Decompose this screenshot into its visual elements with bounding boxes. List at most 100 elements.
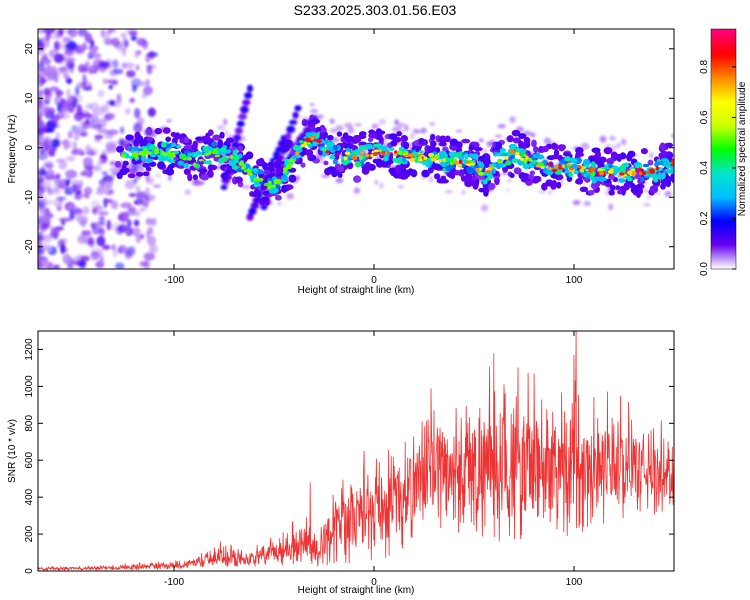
noise-blob: [608, 203, 614, 211]
ridge-blob: [533, 175, 540, 183]
noise-blob: [100, 30, 111, 40]
ridge-blob: [411, 158, 416, 161]
ridge-blob: [183, 168, 191, 176]
colorbar-band: [711, 261, 736, 264]
colorbar-band: [711, 127, 736, 130]
streak-blob: [246, 84, 254, 93]
ridge-blob: [527, 174, 535, 180]
noise-blob: [38, 152, 49, 161]
colorbar-band: [711, 191, 736, 194]
colorbar-band: [711, 203, 736, 206]
noise-blob: [329, 118, 335, 124]
ridge-blob: [187, 152, 193, 157]
noise-blob: [67, 130, 73, 139]
ridge-blob: [454, 160, 459, 165]
ridge-blob: [417, 158, 423, 162]
colorbar-tick-label: 0.8: [699, 60, 710, 74]
ridge-blob: [574, 179, 583, 185]
ridge-blob: [588, 189, 595, 196]
ridge-blob: [634, 164, 643, 169]
ridge-blob: [579, 186, 589, 193]
noise-blob: [110, 200, 119, 210]
ridge-blob: [638, 171, 643, 176]
noise-blob: [65, 169, 78, 179]
colorbar-band: [711, 255, 736, 258]
noise-blob: [53, 264, 60, 269]
colorbar-band: [711, 93, 736, 96]
noise-blob: [70, 149, 80, 156]
ridge-blob: [418, 150, 424, 154]
streak-blob: [234, 127, 243, 135]
noise-blob: [286, 192, 295, 200]
ridge-blob: [365, 153, 370, 158]
ridge-blob: [128, 155, 134, 160]
ridge-blob: [506, 135, 514, 143]
colorbar-band: [711, 79, 736, 82]
colorbar-band: [711, 185, 736, 188]
colorbar-band: [711, 87, 736, 90]
noise-blob: [91, 207, 98, 215]
ridge-blob: [352, 151, 359, 157]
colorbar-band: [711, 61, 736, 64]
ridge-blob: [487, 182, 496, 190]
y-tick-label: 0: [24, 145, 35, 151]
noise-blob: [335, 178, 344, 184]
noise-blob: [50, 226, 60, 237]
colorbar-band: [711, 139, 736, 142]
noise-blob: [84, 144, 92, 155]
ridge-blob: [168, 153, 175, 158]
noise-blob: [146, 235, 157, 246]
ridge-blob: [354, 161, 362, 168]
colorbar-band: [711, 217, 736, 220]
streak-blob: [248, 207, 257, 216]
ridge-blob: [575, 146, 584, 154]
noise-blob: [81, 81, 93, 90]
colorbar-band: [711, 165, 736, 168]
noise-blob: [374, 179, 379, 186]
noise-blob: [107, 29, 113, 35]
ridge-blob: [288, 158, 294, 163]
ridge-blob: [670, 163, 674, 167]
noise-blob: [145, 78, 150, 87]
ridge-blob: [386, 151, 391, 155]
y-tick-label: 200: [24, 525, 35, 542]
noise-blob: [106, 190, 112, 196]
snr-line: [38, 331, 674, 571]
ridge-blob: [397, 150, 403, 155]
noise-blob: [102, 78, 108, 85]
noise-blob: [55, 132, 60, 141]
ridge-blob: [623, 162, 630, 168]
noise-blob: [39, 41, 45, 52]
ridge-blob: [204, 146, 209, 153]
noise-blob: [108, 84, 114, 90]
ridge-blob: [662, 161, 668, 166]
noise-blob: [81, 229, 92, 237]
noise-blob: [44, 37, 50, 48]
ridge-blob: [470, 162, 475, 166]
noise-blob: [74, 211, 83, 222]
ridge-blob: [538, 162, 544, 167]
noise-blob: [397, 122, 405, 128]
streak-blob: [242, 99, 251, 106]
noise-blob: [154, 174, 162, 177]
noise-blob: [420, 127, 427, 134]
ridge-blob: [237, 145, 244, 153]
ridge-blob: [394, 153, 398, 157]
noise-blob: [371, 123, 379, 129]
streak-blob: [292, 111, 299, 119]
ridge-blob: [326, 141, 334, 147]
ridge-blob: [642, 163, 650, 168]
ridge-blob: [263, 182, 270, 187]
ridge-blob: [554, 164, 559, 169]
ridge-blob: [243, 169, 248, 173]
ridge-blob: [140, 156, 146, 162]
noise-blob: [39, 226, 48, 233]
noise-blob: [112, 248, 118, 258]
noise-blob: [152, 184, 162, 188]
ridge-blob: [474, 167, 480, 171]
noise-blob: [41, 244, 52, 252]
ridge-blob: [375, 128, 382, 135]
ridge-blob: [183, 163, 190, 169]
ridge-blob: [201, 135, 210, 142]
colorbar-band: [711, 57, 736, 60]
